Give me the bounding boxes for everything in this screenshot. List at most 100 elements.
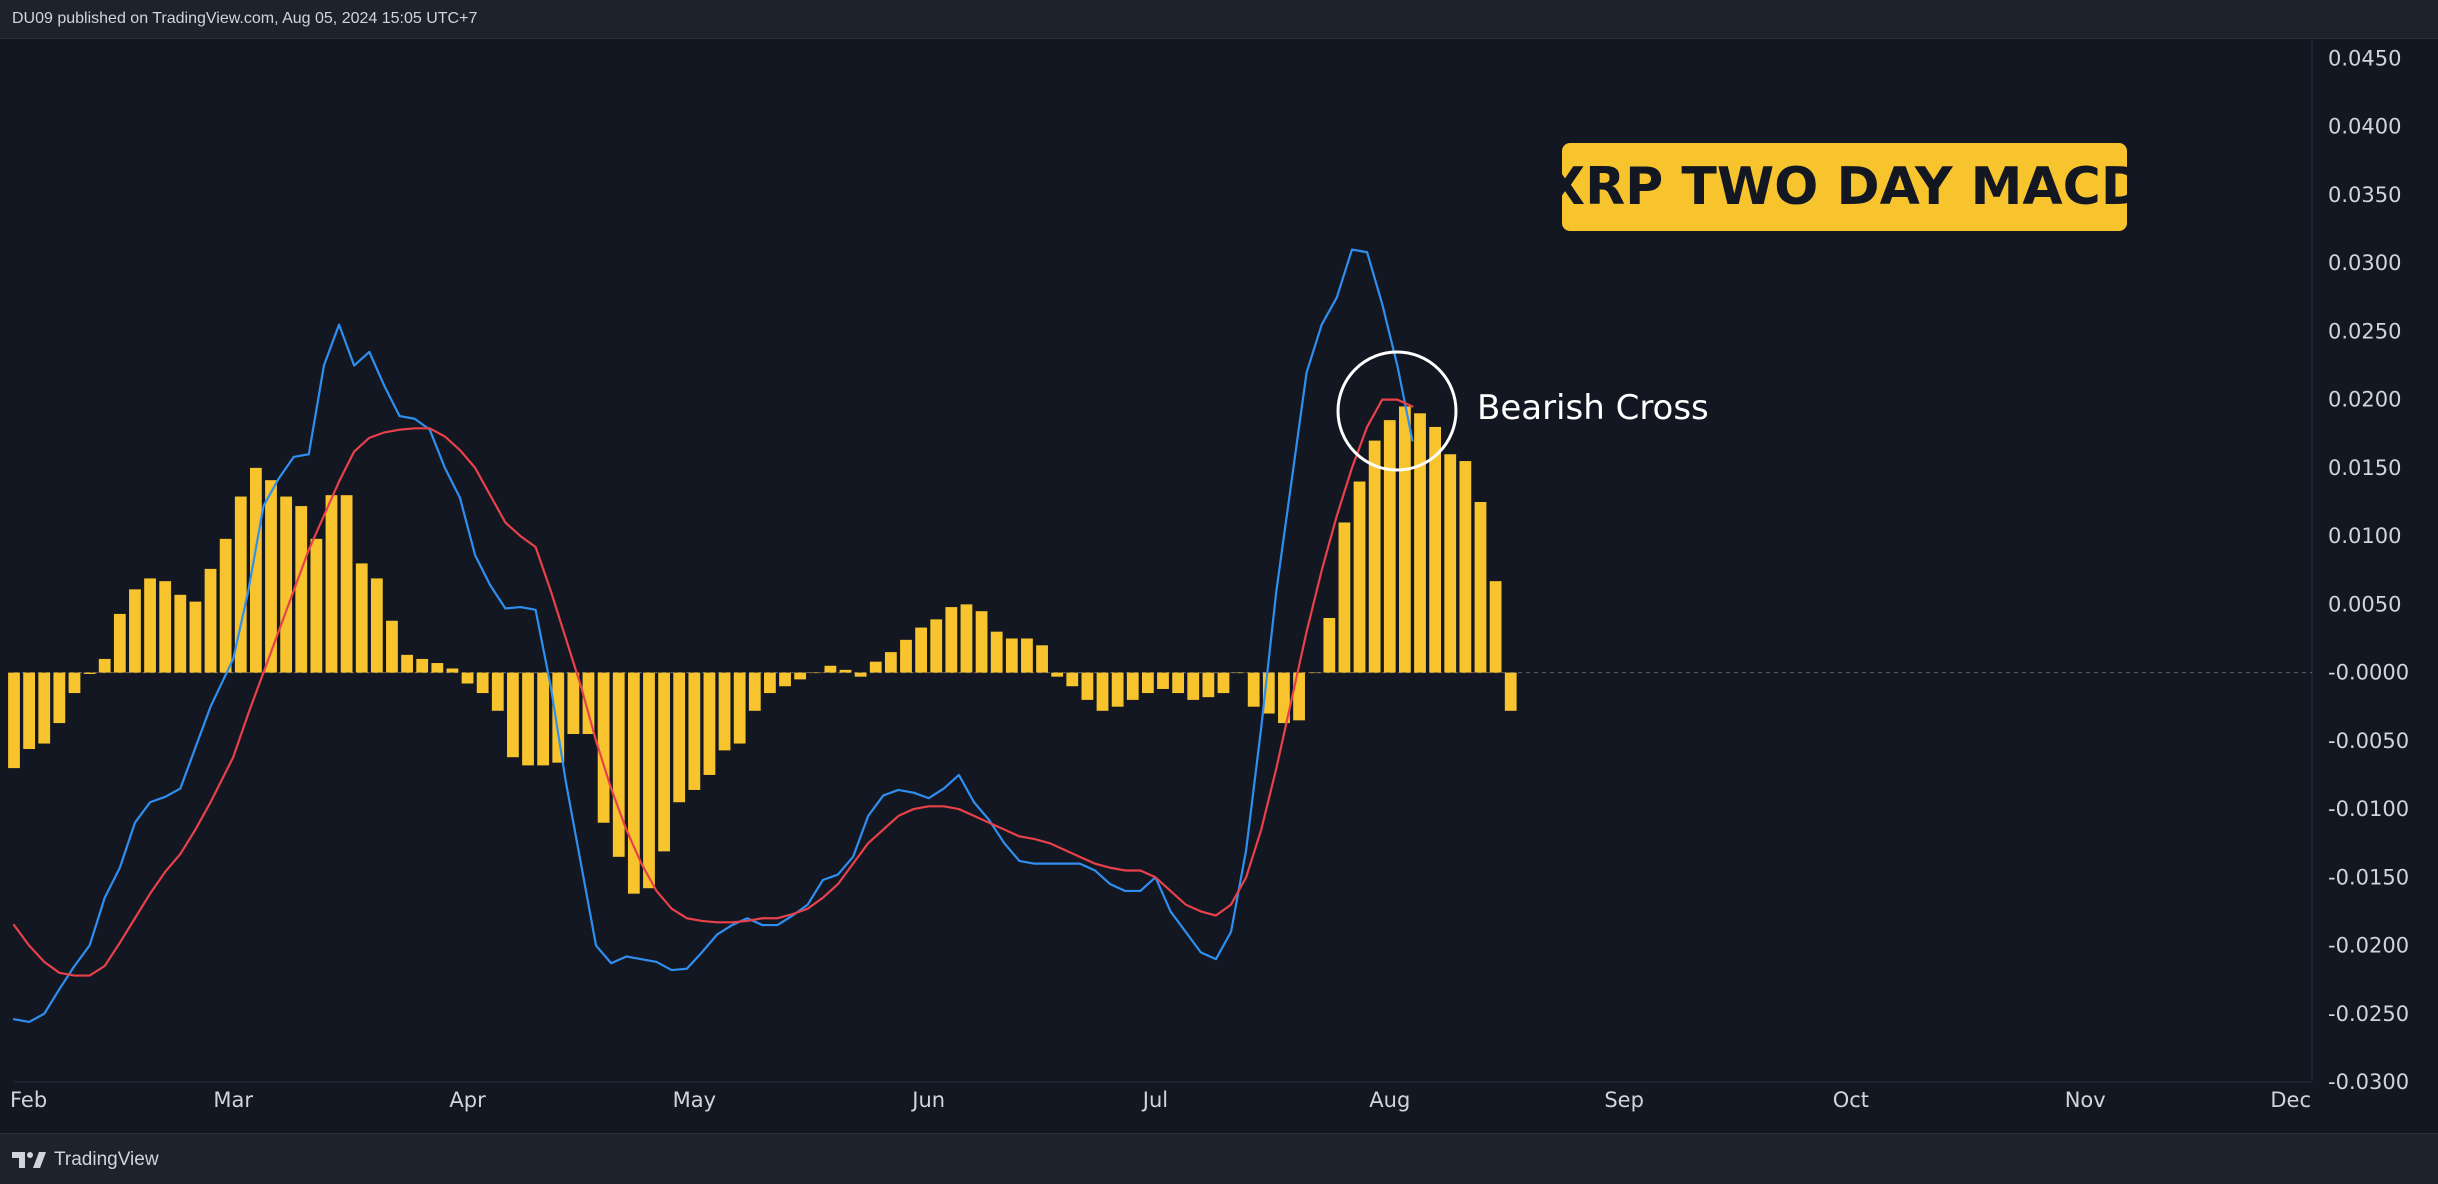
histogram-bar [1504,672,1517,711]
histogram-bar [23,672,36,750]
histogram-bar [1399,406,1411,673]
histogram-bar [38,672,51,744]
histogram-bar [597,672,610,823]
histogram-bar [8,672,20,769]
x-tick-label: Sep [1604,1088,1644,1112]
histogram-bar [1489,581,1502,673]
y-tick-label: -0.0150 [2328,865,2409,889]
histogram-bar [688,672,701,790]
histogram-bar [824,665,837,673]
histogram-bar [295,506,308,673]
histogram-bar [703,672,716,775]
histogram-bar [854,672,867,677]
histogram-bar [1232,672,1245,674]
histogram-bar [839,669,852,673]
y-tick-label: 0.0250 [2328,319,2401,343]
histogram-bar [960,604,973,673]
histogram-bar [1096,672,1109,711]
x-tick-label: Aug [1369,1088,1410,1112]
histogram-bar [204,568,217,673]
histogram-bar [733,672,746,744]
y-tick-label: 0.0200 [2328,388,2401,412]
histogram-bar [129,589,141,673]
histogram-bar [446,668,459,673]
histogram-bar [658,672,670,852]
histogram-bar [189,601,202,673]
histogram-bar [83,672,96,674]
y-tick-label: 0.0350 [2328,183,2401,207]
histogram-bar [219,538,232,673]
histogram-bar [1036,645,1048,673]
histogram-bar [582,672,595,734]
y-tick-label: 0.0150 [2328,456,2401,480]
histogram-bar [1368,440,1381,673]
header-bar: DU09 published on TradingView.com, Aug 0… [0,0,2438,39]
y-tick-label: -0.0250 [2328,1002,2409,1026]
y-tick-label: -0.0100 [2328,797,2409,821]
histogram-bar [113,613,126,673]
histogram-bar [1187,672,1200,700]
macd-chart[interactable]: 0.0450 0.0400 0.0350 0.0300 0.0250 0.0200 0.01… [0,0,2438,1133]
histogram-bar [1005,638,1018,673]
histogram-bar [1126,672,1139,700]
x-tick-label: Jul [1141,1088,1168,1112]
chart-title: XRP TWO DAY MACD [1545,157,2144,217]
macd-line [12,248,1414,1024]
footer-bar: TradingView [0,1133,2438,1184]
histogram-bar [280,496,293,673]
histogram-bar [1021,638,1033,673]
histogram-bar [1081,672,1094,700]
histogram-bar [915,627,927,673]
x-tick-label: Jun [910,1088,945,1112]
histogram-bar [340,495,353,673]
chart-title-badge: XRP TWO DAY MACD [1545,143,2144,231]
histogram-bar [476,672,489,694]
histogram-bar [537,672,550,766]
histogram-bar [945,607,958,673]
histogram-bar [748,672,761,711]
y-tick-label: 0.0400 [2328,115,2401,139]
histogram-bar [1141,672,1154,694]
y-tick-label: -0.0000 [2328,661,2409,685]
histogram-bar [764,672,776,694]
histogram-bar [144,578,156,673]
y-tick-label: 0.0300 [2328,251,2401,275]
histogram-bar [900,639,912,673]
histogram-bar [673,672,686,803]
annotation-circle [1336,350,1458,472]
histogram-bar [68,672,81,694]
y-tick-label: -0.0050 [2328,729,2409,753]
bearish-cross-annotation: Bearish Cross [1477,388,1709,428]
x-tick-label: Nov [2065,1088,2106,1112]
y-tick-label: 0.0450 [2328,46,2401,70]
histogram-bar [1172,672,1185,694]
histogram-bar [310,538,323,673]
histogram-bar [718,672,731,751]
histogram-bar [794,672,807,680]
histogram-bar [355,563,368,673]
histogram-bar [779,672,791,687]
histogram-bar [1323,618,1336,673]
histogram-bar [159,581,172,673]
histogram-bar [612,672,625,857]
x-tick-label: Oct [1833,1088,1869,1112]
histogram-bar [567,672,580,734]
y-tick-label: 0.0100 [2328,524,2401,548]
histogram-bar [552,672,565,763]
histogram-bar [930,619,943,673]
y-tick-label: -0.0300 [2328,1070,2409,1094]
histogram-bar [1293,672,1305,721]
histogram-bar [1414,413,1426,673]
histogram-bar [809,672,822,674]
x-tick-label: Feb [10,1088,47,1112]
tradingview-logo-icon [12,1152,46,1168]
histogram-bar [174,594,187,673]
histogram-bar [265,480,277,673]
histogram-bar [416,658,429,673]
x-tick-label: Dec [2270,1088,2311,1112]
histogram-bar [507,672,519,758]
histogram-bar [1474,502,1487,673]
brand[interactable]: TradingView [12,1148,159,1172]
histogram-bar [53,672,66,724]
